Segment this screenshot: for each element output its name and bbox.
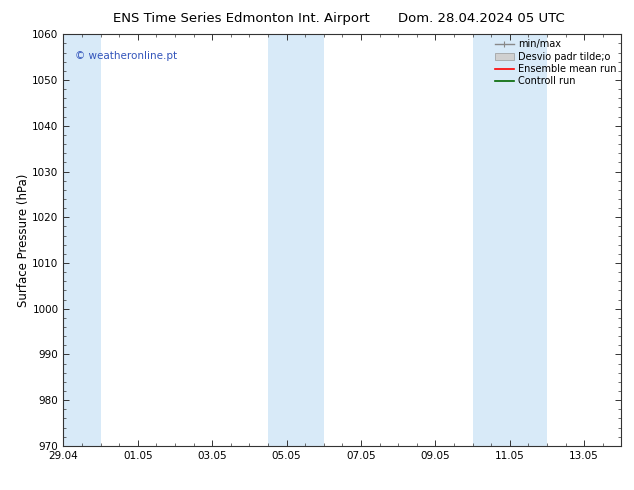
Text: Dom. 28.04.2024 05 UTC: Dom. 28.04.2024 05 UTC: [398, 12, 566, 25]
Bar: [472, 34, 547, 446]
Y-axis label: Surface Pressure (hPa): Surface Pressure (hPa): [16, 173, 30, 307]
Text: ENS Time Series Edmonton Int. Airport: ENS Time Series Edmonton Int. Airport: [113, 12, 369, 25]
Legend: min/max, Desvio padr tilde;o, Ensemble mean run, Controll run: min/max, Desvio padr tilde;o, Ensemble m…: [493, 37, 618, 88]
Bar: [268, 34, 324, 446]
Bar: [61, 34, 101, 446]
Text: © weatheronline.pt: © weatheronline.pt: [75, 51, 177, 61]
